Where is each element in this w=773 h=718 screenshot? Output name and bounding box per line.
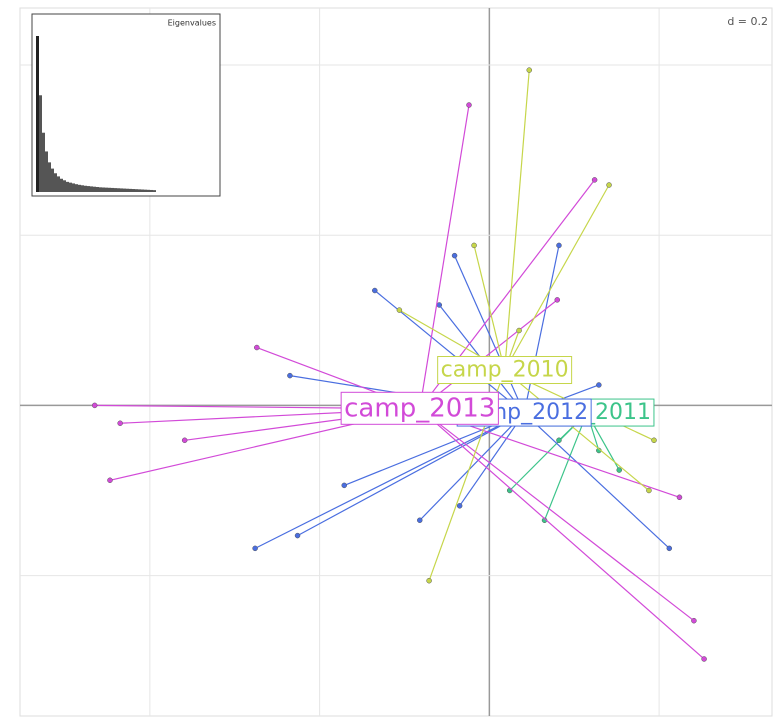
star-ray <box>419 104 470 409</box>
eigen-bar <box>135 189 138 192</box>
point <box>294 532 301 539</box>
eigen-bar <box>147 189 150 192</box>
point <box>651 437 657 444</box>
eigen-bar <box>141 189 144 192</box>
point <box>701 656 707 662</box>
point <box>254 344 260 351</box>
star-ray <box>504 184 610 371</box>
eigen-bar <box>114 188 117 192</box>
eigen-bar <box>54 173 57 192</box>
point <box>451 252 458 259</box>
eigen-bar <box>78 184 81 192</box>
point <box>287 372 293 379</box>
point <box>341 482 347 489</box>
eigen-bar <box>120 188 123 192</box>
point <box>91 402 98 409</box>
point <box>436 302 443 308</box>
point <box>556 242 562 249</box>
eigen-bar <box>96 187 99 192</box>
star-ray <box>543 412 588 521</box>
eigen-bar <box>93 186 96 192</box>
eigen-bar <box>72 183 75 192</box>
star-ray <box>454 255 525 414</box>
d-label: d = 0.2 <box>727 15 768 28</box>
eigen-bar <box>81 185 84 192</box>
eigen-bar <box>42 132 45 192</box>
eigen-title: Eigenvalues <box>168 19 216 28</box>
star-ray <box>523 412 670 549</box>
eigen-bar <box>144 189 147 192</box>
point <box>591 177 598 183</box>
point <box>516 327 522 334</box>
star-ray <box>504 370 650 491</box>
star-ray <box>523 245 560 414</box>
eigen-bar <box>39 95 42 192</box>
eigen-bar <box>111 187 114 192</box>
eigen-bar <box>123 188 126 192</box>
star-ray <box>504 70 530 371</box>
eigen-bar <box>150 189 153 192</box>
eigen-bar <box>57 176 60 192</box>
class-label: camp_2010 <box>441 358 569 383</box>
point <box>417 517 423 524</box>
point <box>554 297 561 303</box>
eigen-bar <box>117 188 120 192</box>
eigen-bar <box>129 188 132 192</box>
point <box>676 494 683 501</box>
label-box <box>340 391 499 425</box>
label-box <box>437 356 573 385</box>
eigen-bar <box>99 187 102 192</box>
point <box>691 617 697 624</box>
eigen-bar <box>84 185 87 192</box>
eigen-bar <box>36 36 39 192</box>
point <box>181 437 188 444</box>
eigen-inset <box>31 13 221 197</box>
eigen-bar <box>102 187 105 192</box>
star-ray <box>419 408 705 660</box>
eigen-bar <box>132 189 135 192</box>
eigen-bar <box>126 188 129 192</box>
point <box>372 287 378 294</box>
eigen-bar <box>48 162 51 192</box>
eigen-bar <box>90 186 93 192</box>
star-ray <box>419 412 525 521</box>
eigen-bar <box>108 187 111 192</box>
eigen-bar <box>66 181 69 192</box>
eigen-bar <box>51 168 54 192</box>
point <box>616 467 622 473</box>
eigen-bar <box>138 189 141 192</box>
eigen-bar <box>63 180 66 192</box>
eigen-bar <box>75 184 78 192</box>
point <box>466 102 472 108</box>
eigen-bar <box>69 182 72 192</box>
point <box>596 382 602 388</box>
eigen-bar <box>105 187 108 192</box>
point <box>471 242 477 249</box>
star-ray <box>459 412 525 507</box>
eigen-bar <box>87 186 90 192</box>
point <box>556 437 562 444</box>
point <box>646 487 652 494</box>
eigen-bar <box>60 178 63 192</box>
point <box>426 577 432 584</box>
class-label: camp_2013 <box>344 393 495 423</box>
eigen-bar <box>153 190 156 192</box>
point <box>666 545 673 552</box>
point <box>526 67 533 73</box>
point <box>456 503 463 509</box>
star-ray <box>297 412 525 537</box>
point <box>396 307 403 313</box>
point <box>117 420 123 427</box>
star-ray <box>473 245 506 371</box>
star-ray <box>419 408 695 622</box>
point <box>107 477 113 484</box>
star-ray <box>254 412 525 549</box>
eigen-bar <box>45 151 48 192</box>
point <box>252 545 258 552</box>
point <box>606 182 612 188</box>
